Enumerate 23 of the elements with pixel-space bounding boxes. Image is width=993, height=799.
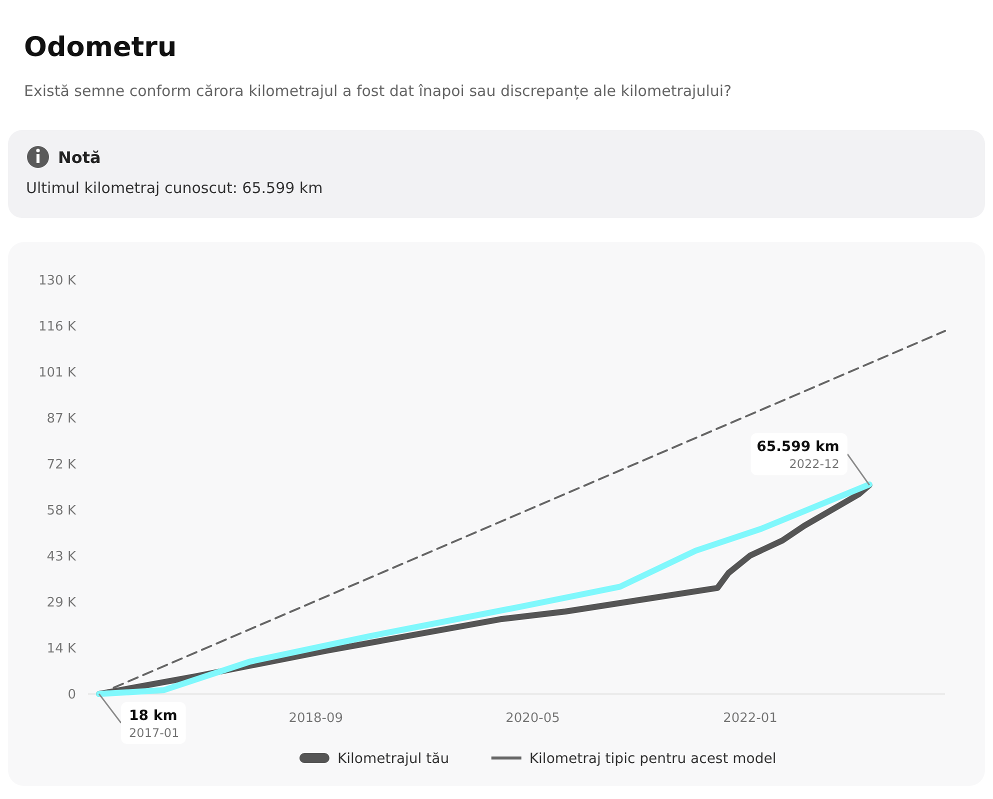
- y-tick-label: 0: [68, 688, 76, 703]
- y-tick-label: 101 K: [38, 366, 76, 381]
- text: Ultimul kilometraj cunoscut: 65.599 km: [26, 179, 323, 197]
- annotation: 65.599 km: [756, 439, 840, 456]
- text: Notă: [58, 148, 101, 167]
- y-tick-label: 130 K: [38, 274, 76, 289]
- x-tick-label: 2022-01: [723, 711, 778, 726]
- annotation: 18 km: [129, 708, 178, 724]
- x-tick-label: 2018-09: [288, 711, 344, 726]
- y-tick-label: 72 K: [46, 458, 76, 473]
- y-tick-label: 14 K: [46, 642, 76, 657]
- y-tick-label: 116 K: [38, 320, 76, 335]
- x-tick-label: 2020-05: [506, 711, 560, 726]
- annotation: 2022-12: [789, 457, 840, 472]
- y-tick-label: 58 K: [46, 504, 76, 519]
- chart-title: Odometru: [24, 32, 177, 63]
- y-tick-label: 43 K: [46, 550, 76, 565]
- chart-subtitle: Există semne conform cărora kilometrajul a fost dat înapoi sau discrepanțe ale kilometrajului?: [24, 82, 732, 100]
- y-tick-label: 29 K: [46, 596, 76, 611]
- legend-label: Kilometraj tipic pentru acest model: [529, 750, 776, 767]
- legend-label: Kilometrajul tău: [337, 750, 450, 767]
- y-tick-label: 87 K: [46, 412, 76, 427]
- annotation: 2017-01: [129, 726, 180, 740]
